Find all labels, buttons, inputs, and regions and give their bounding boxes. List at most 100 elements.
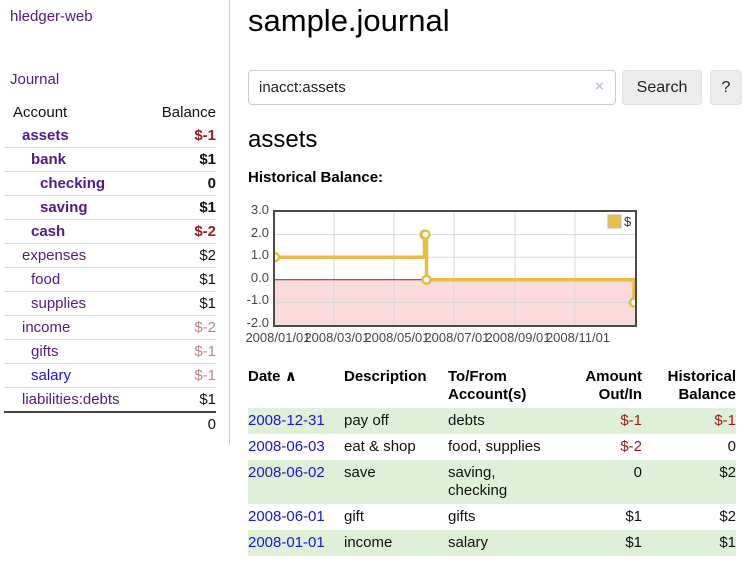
historical-balance-chart: 3.0 2.0 1.0 0.0 -1.0 -2.0 $ 2008/01/01 2008/03… bbox=[240, 203, 740, 349]
account-balance-cell: $-1 bbox=[194, 343, 216, 360]
sidebar-account-link-gifts[interactable]: gifts bbox=[31, 343, 59, 360]
transaction-date-link[interactable]: 2008-06-03 bbox=[248, 438, 325, 455]
transaction-date-link[interactable]: 2008-01-01 bbox=[248, 534, 325, 551]
register-row: 2008-01-01 income salary $1 $1 bbox=[248, 530, 736, 556]
register-date-cell: 2008-06-01 bbox=[248, 504, 344, 530]
page-title: sample.journal bbox=[248, 3, 450, 38]
x-axis-tick-label: 2008/09/01 bbox=[485, 330, 551, 345]
search-form: × Search ? bbox=[248, 70, 742, 105]
account-name-cell: income bbox=[4, 316, 148, 340]
sidebar-account-link-saving[interactable]: saving bbox=[40, 199, 88, 216]
account-name-cell: supplies bbox=[4, 292, 148, 316]
account-name-cell: bank bbox=[4, 148, 148, 172]
register-row: 2008-06-01 gift gifts $1 $2 bbox=[248, 504, 736, 530]
clear-search-icon[interactable]: × bbox=[595, 78, 604, 95]
account-row: assets $-1 bbox=[4, 124, 216, 148]
register-accounts-cell: salary bbox=[448, 534, 489, 551]
register-date-cell: 2008-06-02 bbox=[248, 460, 344, 504]
sidebar-account-link-expenses[interactable]: expenses bbox=[22, 247, 87, 264]
register-header-date[interactable]: Date ∧ bbox=[248, 368, 297, 385]
account-row: food $1 bbox=[4, 267, 216, 292]
register-balance-cell: $2 bbox=[719, 508, 736, 525]
x-axis-tick-label: 2008/03/01 bbox=[304, 330, 370, 345]
account-balance-cell: $-2 bbox=[194, 223, 216, 240]
search-input[interactable] bbox=[248, 70, 616, 105]
account-row: bank $1 bbox=[4, 147, 216, 172]
sidebar-account-link-salary[interactable]: salary bbox=[31, 367, 72, 384]
register-accounts-cell: gifts bbox=[448, 508, 476, 525]
accounts-balance-table: Account Balance assets $-1 bank $1 checking 0… bbox=[4, 101, 216, 436]
transaction-date-link[interactable]: 2008-12-31 bbox=[248, 412, 325, 429]
register-table: Date ∧ Description To/From Account(s) Am… bbox=[248, 364, 736, 556]
account-name-cell: salary bbox=[4, 364, 148, 388]
sidebar-account-link-liabilities-debts[interactable]: liabilities:debts bbox=[22, 391, 120, 408]
legend-label: $ bbox=[624, 214, 632, 229]
sidebar-account-link-food[interactable]: food bbox=[31, 271, 61, 288]
y-axis-tick-label: 3.0 bbox=[250, 202, 269, 217]
balance-chart-svg: $ bbox=[275, 212, 635, 325]
register-date-cell: 2008-12-31 bbox=[248, 408, 344, 434]
accounts-header-account: Account bbox=[13, 104, 68, 121]
account-row: expenses $2 bbox=[4, 243, 216, 268]
x-axis-tick-label: 2008/01/01 bbox=[245, 330, 311, 345]
help-button[interactable]: ? bbox=[710, 70, 742, 105]
transaction-date-link[interactable]: 2008-06-02 bbox=[248, 464, 325, 481]
y-axis-tick-label: 0.0 bbox=[250, 269, 269, 285]
y-axis-tick-label: -1.0 bbox=[246, 292, 269, 308]
register-header-description: Description bbox=[344, 368, 427, 385]
register-description-cell: income bbox=[344, 534, 393, 551]
app-brand-link[interactable]: hledger-web bbox=[10, 8, 93, 25]
register-date-cell: 2008-01-01 bbox=[248, 530, 344, 556]
register-description-cell: gift bbox=[344, 508, 365, 525]
sidebar-account-link-bank[interactable]: bank bbox=[31, 151, 67, 168]
sidebar-account-link-assets[interactable]: assets bbox=[22, 127, 69, 144]
account-row: income $-2 bbox=[4, 315, 216, 340]
accounts-header-balance: Balance bbox=[161, 104, 216, 121]
account-row: cash $-2 bbox=[4, 219, 216, 244]
accounts-total-row: 0 bbox=[4, 412, 216, 436]
sidebar-item-journal[interactable]: Journal bbox=[10, 71, 60, 88]
account-name-cell: liabilities:debts bbox=[4, 388, 148, 413]
x-axis-tick-label: 2008/05/01 bbox=[364, 330, 430, 345]
transaction-date-link[interactable]: 2008-06-01 bbox=[248, 508, 325, 525]
sidebar-account-link-income[interactable]: income bbox=[22, 319, 71, 336]
register-amount-cell: $-2 bbox=[620, 438, 642, 455]
register-accounts-cell: debts bbox=[448, 412, 485, 429]
sidebar-account-link-checking[interactable]: checking bbox=[40, 175, 106, 192]
accounts-total-value: 0 bbox=[207, 416, 216, 433]
account-name-cell: expenses bbox=[4, 244, 148, 268]
sidebar-account-link-cash[interactable]: cash bbox=[31, 223, 66, 240]
register-row: 2008-12-31 pay off debts $-1 $-1 bbox=[248, 408, 736, 434]
chart-title: Historical Balance: bbox=[248, 169, 384, 186]
account-name-cell: checking bbox=[4, 172, 148, 196]
register-amount-cell: 0 bbox=[633, 464, 642, 481]
account-row: supplies $1 bbox=[4, 291, 216, 316]
account-balance-cell: $1 bbox=[199, 391, 216, 408]
register-description-cell: save bbox=[344, 464, 376, 481]
account-title: assets bbox=[248, 126, 318, 153]
accounts-total-spacer bbox=[4, 412, 148, 436]
sidebar: hledger-web Journal Account Balance asse… bbox=[0, 0, 230, 444]
register-date-cell: 2008-06-03 bbox=[248, 434, 344, 460]
data-point-marker bbox=[421, 274, 432, 286]
data-point-marker bbox=[420, 229, 431, 240]
account-balance-cell: $1 bbox=[199, 295, 216, 312]
account-row: salary $-1 bbox=[4, 363, 216, 388]
register-amount-cell: $1 bbox=[625, 508, 642, 525]
x-axis-tick-label: 2008/11/01 bbox=[545, 330, 611, 345]
y-axis-tick-label: 1.0 bbox=[250, 247, 269, 263]
chart-plot-area: $ bbox=[273, 210, 637, 327]
account-name-cell: assets bbox=[4, 124, 148, 148]
register-header-row: Date ∧ Description To/From Account(s) Am… bbox=[248, 364, 736, 408]
register-amount-cell: $-1 bbox=[620, 412, 642, 429]
sort-ascending-icon: ∧ bbox=[284, 368, 297, 385]
account-balance-cell: $2 bbox=[199, 247, 216, 264]
x-axis-tick-label: 2008/07/01 bbox=[424, 330, 490, 345]
sidebar-account-link-supplies[interactable]: supplies bbox=[31, 295, 87, 312]
account-name-cell: gifts bbox=[4, 340, 148, 364]
register-row: 2008-06-03 eat & shop food, supplies $-2 0 bbox=[248, 434, 736, 460]
register-description-cell: pay off bbox=[344, 412, 389, 429]
register-balance-cell: 0 bbox=[727, 438, 736, 455]
search-button[interactable]: Search bbox=[622, 70, 702, 105]
legend-swatch bbox=[607, 214, 622, 229]
